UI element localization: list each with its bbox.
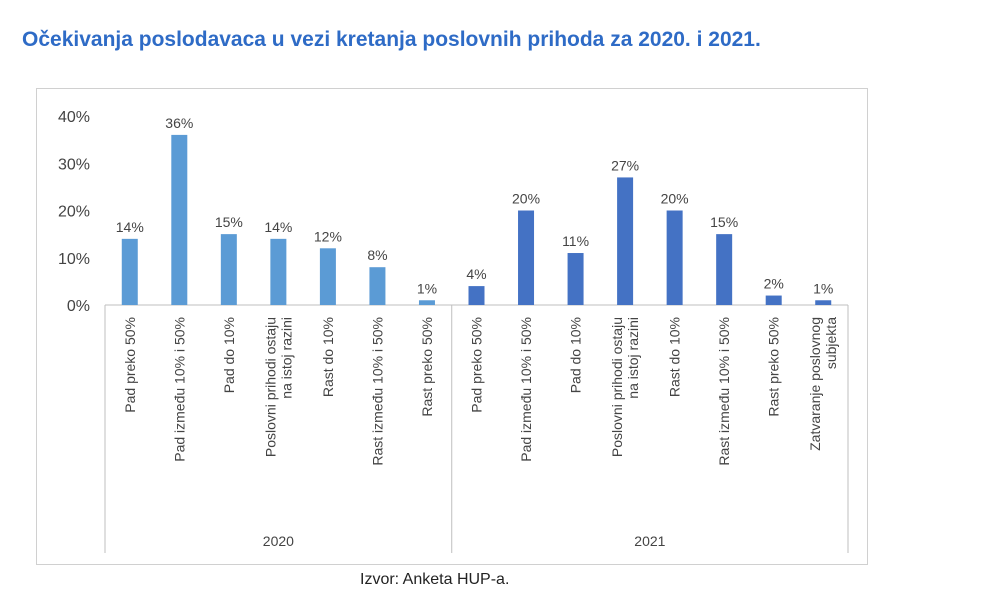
data-label: 11%: [562, 233, 589, 249]
category-label: Rast do 10%: [320, 317, 336, 397]
y-tick-label: 40%: [58, 109, 90, 126]
category-label: Poslovni prihodi ostajuna istoj razini: [262, 317, 294, 457]
chart-title: Očekivanja poslodavaca u vezi kretanja p…: [22, 28, 761, 51]
bar: [815, 300, 832, 305]
data-label: 27%: [611, 157, 639, 173]
bar: [567, 253, 584, 305]
category-label: Rast između 10% i 50%: [369, 317, 385, 466]
y-tick-label: 30%: [58, 156, 90, 173]
data-label: 8%: [367, 247, 387, 263]
data-label: 2%: [764, 276, 784, 292]
bar: [617, 177, 634, 305]
data-label: 36%: [165, 115, 193, 131]
bar: [518, 210, 535, 305]
category-label: Rast do 10%: [667, 317, 683, 397]
chart-frame: [36, 88, 868, 565]
data-label: 20%: [661, 191, 689, 207]
data-label: 15%: [215, 214, 243, 230]
y-tick-label: 10%: [58, 251, 90, 268]
category-label: Rast preko 50%: [766, 317, 782, 417]
category-label: Pad do 10%: [221, 317, 237, 393]
data-label: 14%: [116, 219, 144, 235]
bar: [270, 238, 287, 305]
data-label: 15%: [710, 214, 738, 230]
category-label: Pad između 10% i 50%: [518, 317, 534, 462]
category-label: Pad između 10% i 50%: [171, 317, 187, 462]
data-label: 12%: [314, 228, 342, 244]
bar: [716, 234, 733, 305]
bar: [171, 134, 188, 305]
y-tick-label: 20%: [58, 204, 90, 221]
source-note: Izvor: Anketa HUP-a.: [360, 571, 510, 588]
category-label: Poslovni prihodi ostajuna istoj razini: [609, 317, 641, 457]
data-label: 20%: [512, 191, 540, 207]
bar: [121, 238, 138, 305]
bar: [319, 248, 336, 305]
category-label: Pad preko 50%: [469, 317, 485, 413]
group-label: 2021: [634, 533, 665, 549]
bar: [765, 295, 782, 305]
bar: [468, 286, 485, 305]
bar: [418, 300, 435, 305]
data-label: 14%: [264, 219, 292, 235]
data-label: 1%: [813, 280, 833, 296]
category-label: Pad do 10%: [568, 317, 584, 393]
category-label: Pad preko 50%: [122, 317, 138, 413]
bar: [369, 267, 386, 305]
category-label: Zatvaranje poslovnogsubjekta: [807, 317, 839, 451]
data-label: 4%: [466, 266, 486, 282]
bar: [220, 234, 237, 305]
category-label: Rast preko 50%: [419, 317, 435, 417]
bar: [666, 210, 683, 305]
group-label: 2020: [263, 533, 294, 549]
data-label: 1%: [417, 280, 437, 296]
category-label: Rast između 10% i 50%: [716, 317, 732, 466]
y-tick-label: 0%: [67, 298, 90, 315]
